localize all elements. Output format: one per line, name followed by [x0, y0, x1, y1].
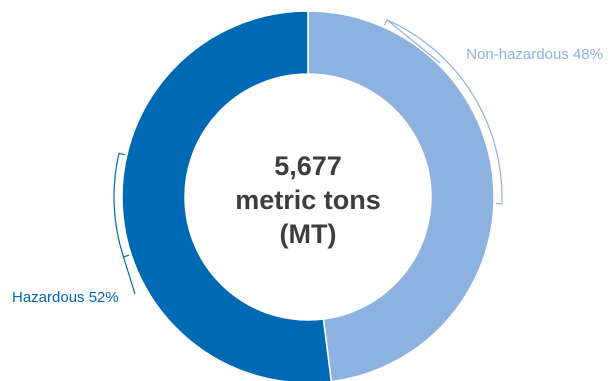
slice-label-hazardous: Hazardous 52%	[12, 289, 119, 306]
leader-hazardous	[122, 256, 136, 295]
center-total-value: 5,677	[274, 151, 342, 181]
bracket-hazardous	[113, 152, 130, 258]
label-brackets	[113, 18, 503, 295]
donut-slice-non-hazardous	[307, 10, 495, 381]
slices	[121, 10, 495, 381]
donut-slice-hazardous	[121, 10, 333, 381]
slice-labels: Non-hazardous 48% Hazardous 52%	[12, 46, 603, 306]
center-total-unit-abbrev: (MT)	[279, 219, 337, 249]
leader-non-hazardous	[386, 19, 441, 64]
center-total-unit: metric tons	[235, 185, 381, 215]
slice-label-non-hazardous: Non-hazardous 48%	[466, 46, 603, 63]
bracket-non-hazardous	[383, 18, 503, 205]
